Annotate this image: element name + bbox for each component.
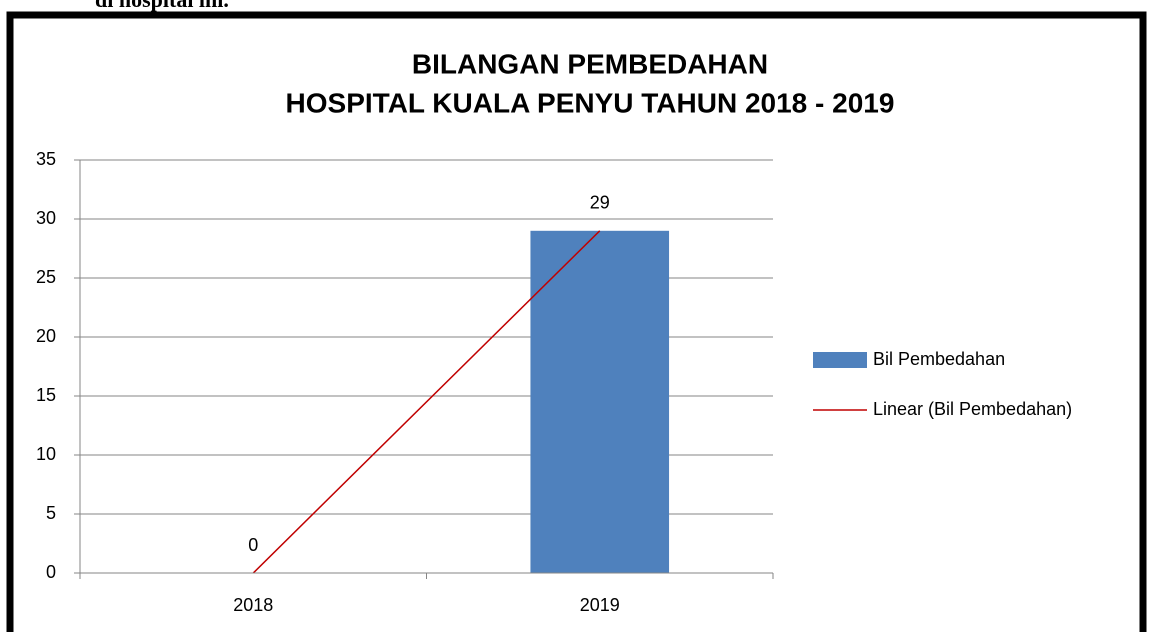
bar bbox=[530, 230, 670, 574]
y-tick-label: 25 bbox=[36, 267, 56, 287]
y-tick-label: 0 bbox=[46, 562, 56, 582]
caption: di hospital ini. bbox=[95, 0, 229, 12]
y-tick-label: 20 bbox=[36, 326, 56, 346]
legend-swatch bbox=[813, 352, 867, 368]
legend-label: Bil Pembedahan bbox=[873, 349, 1005, 369]
y-tick-label: 35 bbox=[36, 149, 56, 169]
data-label: 0 bbox=[248, 535, 258, 555]
x-tick-label: 2018 bbox=[233, 595, 273, 615]
y-tick-label: 10 bbox=[36, 444, 56, 464]
y-tick-label: 15 bbox=[36, 385, 56, 405]
data-label: 29 bbox=[590, 193, 610, 213]
chart-title: HOSPITAL KUALA PENYU TAHUN 2018 - 2019 bbox=[286, 87, 895, 118]
chart-title: BILANGAN PEMBEDAHAN bbox=[412, 48, 768, 79]
x-tick-label: 2019 bbox=[580, 595, 620, 615]
legend-label: Linear (Bil Pembedahan) bbox=[873, 399, 1072, 419]
y-tick-label: 30 bbox=[36, 208, 56, 228]
trend-line bbox=[252, 230, 601, 574]
y-tick-label: 5 bbox=[46, 503, 56, 523]
